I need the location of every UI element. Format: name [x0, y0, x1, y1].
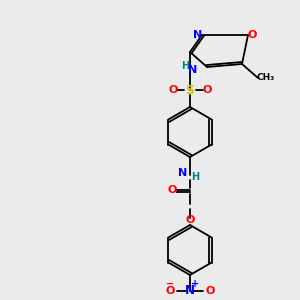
Text: CH₃: CH₃: [257, 74, 275, 82]
Text: O: O: [205, 286, 215, 296]
Text: N: N: [178, 168, 188, 178]
Text: S: S: [185, 83, 194, 97]
Text: O: O: [167, 185, 177, 195]
Text: H: H: [181, 61, 189, 71]
Text: O: O: [247, 30, 257, 40]
Text: O: O: [202, 85, 212, 95]
Text: −: −: [166, 279, 174, 289]
Text: +: +: [191, 279, 199, 289]
Text: O: O: [165, 286, 175, 296]
Text: O: O: [185, 215, 195, 225]
Text: H: H: [191, 172, 199, 182]
Text: O: O: [168, 85, 178, 95]
Text: N: N: [185, 284, 195, 298]
Text: N: N: [194, 30, 202, 40]
Text: N: N: [188, 65, 198, 75]
